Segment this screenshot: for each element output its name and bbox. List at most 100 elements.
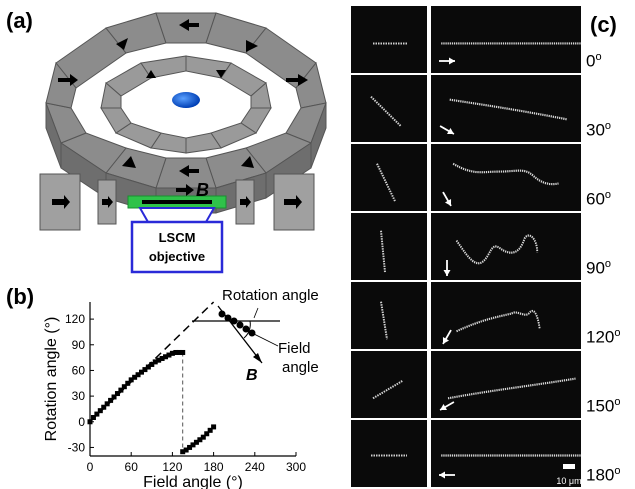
inset-bead: [236, 321, 244, 329]
y-tick-label: 90: [72, 338, 86, 352]
micro-left-frame: [351, 351, 427, 418]
data-point: [207, 427, 213, 433]
lscm-objective: [130, 220, 224, 274]
data-point: [197, 437, 203, 443]
data-point: [180, 449, 186, 455]
x-tick-label: 120: [162, 460, 182, 474]
filament-large: [456, 309, 541, 333]
data-point: [121, 384, 127, 390]
data-point: [173, 349, 179, 355]
filament-large: [447, 377, 576, 400]
cross-section: [39, 173, 315, 231]
micro-right-frame: [431, 75, 581, 142]
micro-right-frame: [431, 144, 581, 211]
data-point: [187, 444, 193, 450]
angle-label: 120o: [586, 327, 621, 347]
data-point: [87, 419, 93, 425]
micro-left-frame: [351, 420, 427, 487]
micro-right-frame: [431, 6, 581, 73]
panel-label-a: (a): [6, 8, 33, 33]
data-point: [211, 424, 217, 430]
inset-field-arrow: [217, 305, 263, 364]
field-direction-arrowhead: [446, 127, 454, 135]
inset-bead: [230, 317, 238, 325]
data-point: [118, 387, 124, 393]
annotation-b-vector: B: [246, 367, 258, 384]
data-point: [204, 431, 210, 437]
micro-left-frame: [351, 75, 427, 142]
y-tick-label: 30: [72, 389, 86, 403]
data-point: [132, 374, 138, 380]
data-point: [176, 349, 182, 355]
filament-small: [370, 95, 402, 127]
y-tick-label: -30: [68, 440, 86, 454]
data-point: [180, 349, 186, 355]
data-point: [145, 364, 151, 370]
data-point: [163, 354, 169, 360]
data-point: [156, 357, 162, 363]
microscopy-sequence: 10 μm: [351, 6, 581, 487]
panel-label-b: (b): [6, 284, 35, 309]
data-point: [190, 442, 196, 448]
micro-right-frame: [431, 351, 581, 418]
filament-small: [380, 230, 386, 273]
panel-label-c: (c): [590, 12, 617, 37]
objective-label-2: objective: [149, 249, 205, 264]
objective-label-1: LSCM: [159, 230, 196, 245]
data-point: [139, 369, 144, 375]
scale-bar-label: 10 μm: [556, 476, 581, 486]
angle-label: 180o: [586, 465, 621, 485]
data-point: [101, 404, 107, 410]
field-direction-arrowhead: [444, 198, 452, 206]
angle-label: 60o: [586, 189, 612, 209]
sample-sphere: [172, 92, 200, 108]
data-point: [128, 377, 134, 383]
filament-small: [376, 163, 396, 202]
angle-label: 150o: [586, 396, 621, 416]
x-tick-label: 180: [204, 460, 224, 474]
field-direction-arrowhead: [442, 336, 450, 344]
micro-left-frame: [351, 213, 427, 280]
annotation-angle: angle: [282, 359, 319, 376]
y-tick-label: 120: [65, 312, 85, 326]
inset-angle-arc: [243, 320, 251, 339]
field-direction-arrowhead: [443, 270, 451, 276]
magnetization-arrows: [58, 19, 308, 177]
angle-inset: Rotation angle Field angle B: [192, 287, 319, 384]
inset-pointer: [245, 329, 279, 347]
inset-bead: [224, 314, 232, 322]
angle-label: 30o: [586, 120, 612, 140]
data-point: [152, 359, 158, 365]
filament-small: [380, 301, 388, 340]
filament-small: [372, 379, 404, 400]
filament-large: [452, 162, 559, 186]
data-point: [104, 401, 110, 407]
micro-left-frame: [351, 144, 427, 211]
inset-bead: [218, 310, 226, 318]
angle-label: 0o: [586, 51, 602, 71]
micro-right-frame: [431, 213, 581, 280]
data-point: [108, 397, 114, 403]
magnet-ring-diagram: B LSCM objective: [39, 12, 327, 274]
filament-large: [455, 234, 539, 265]
field-direction-arrowhead: [449, 57, 455, 65]
x-tick-label: 60: [125, 460, 139, 474]
data-point: [97, 408, 103, 414]
micro-left-frame: [351, 282, 427, 349]
data-point: [166, 352, 172, 358]
annotation-rotation-angle: Rotation angle: [222, 287, 319, 304]
data-point: [135, 372, 141, 378]
x-tick-label: 300: [286, 460, 306, 474]
data-point: [149, 361, 155, 367]
data-point: [169, 350, 175, 356]
data-point: [111, 394, 117, 400]
data-point: [94, 411, 100, 417]
annotation-field: Field: [278, 340, 311, 357]
data-point: [114, 391, 120, 397]
micro-right-frame: [431, 420, 581, 487]
data-point: [159, 355, 165, 361]
data-point: [125, 380, 131, 386]
outer-magnet-ring: [45, 12, 327, 189]
angle-label: 90o: [586, 258, 612, 278]
